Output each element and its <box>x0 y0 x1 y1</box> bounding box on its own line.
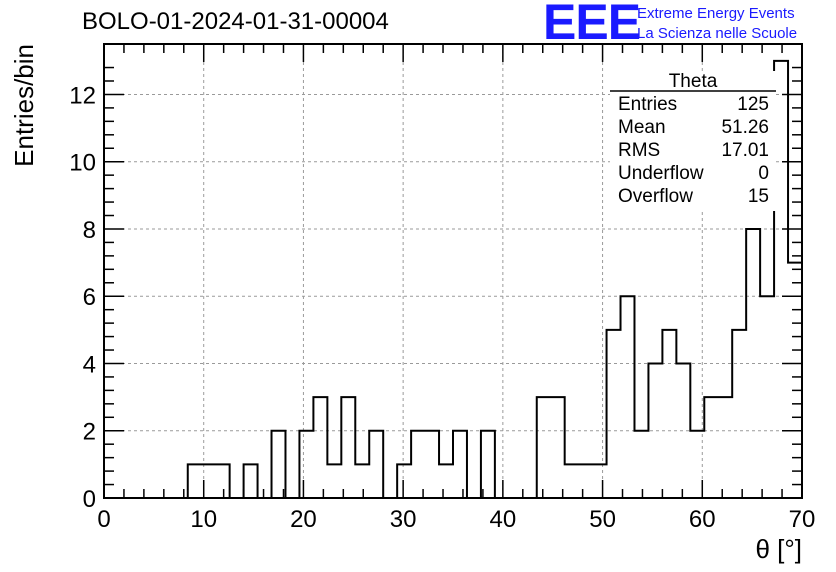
histogram-bin <box>299 431 313 498</box>
logo-line-1: Extreme Energy Events <box>637 5 795 22</box>
stats-label: Overflow <box>618 186 693 207</box>
histogram-bin <box>537 397 551 498</box>
histogram-bin <box>704 397 718 498</box>
histogram-bin <box>634 431 648 498</box>
x-tick-label: 60 <box>689 506 716 533</box>
stats-value: 0 <box>758 163 769 184</box>
histogram-bin <box>718 397 732 498</box>
histogram-bin <box>439 464 453 498</box>
y-tick-label: 6 <box>83 284 96 311</box>
y-axis-label: Entries/bin <box>9 44 39 167</box>
logo-line-2: La Scienza nelle Scuole <box>637 25 798 42</box>
histogram-bin <box>188 464 202 498</box>
histogram-bin <box>774 61 788 498</box>
histogram-bin <box>411 431 425 498</box>
run-title: BOLO-01-2024-01-31-00004 <box>82 8 389 35</box>
histogram-bin <box>607 330 621 498</box>
stats-value: 51.26 <box>721 117 769 138</box>
histogram-bin <box>397 464 411 498</box>
histogram-bin <box>481 431 495 498</box>
histogram-bin <box>369 431 383 498</box>
stats-box-bg <box>610 71 776 211</box>
stats-title: Theta <box>669 71 718 92</box>
eee-logo: EEE <box>543 0 641 50</box>
stats-value: 17.01 <box>721 140 769 161</box>
stats-label: Entries <box>618 94 677 115</box>
x-tick-label: 30 <box>390 506 417 533</box>
x-tick-label: 40 <box>490 506 517 533</box>
x-tick-label: 10 <box>190 506 217 533</box>
stats-label: Underflow <box>618 163 704 184</box>
stats-value: 15 <box>748 186 769 207</box>
histogram-bin <box>565 464 579 498</box>
tick-labels: 0 10 20 30 40 50 60 70 0 2 4 6 8 10 12 <box>69 82 815 533</box>
histogram-bin <box>327 464 341 498</box>
y-tick-label: 0 <box>83 486 96 513</box>
y-tick-label: 4 <box>83 351 96 378</box>
y-tick-label: 10 <box>69 150 96 177</box>
histogram-bin <box>788 263 802 498</box>
histogram-bin <box>593 464 607 498</box>
histogram-bin <box>453 431 467 498</box>
x-tick-label: 70 <box>789 506 816 533</box>
histogram-bin <box>579 464 593 498</box>
histogram-bin <box>355 464 369 498</box>
x-axis-label: θ [°] <box>755 534 802 564</box>
histogram-series <box>104 59 803 499</box>
x-tick-label: 50 <box>589 506 616 533</box>
axis-ticks <box>103 44 803 499</box>
stats-value: 125 <box>737 94 769 115</box>
stats-label: RMS <box>618 140 660 161</box>
histogram-bin <box>662 330 676 498</box>
y-tick-label: 8 <box>83 217 96 244</box>
histogram-bin <box>760 296 774 498</box>
histogram-bin <box>732 330 746 498</box>
histogram-bin <box>425 431 439 498</box>
histogram-bin <box>551 397 565 498</box>
x-tick-label: 0 <box>97 506 110 533</box>
logo-caption: Extreme Energy Events La Scienza nelle S… <box>637 4 797 44</box>
histogram-bin <box>621 296 635 498</box>
histogram-bin <box>244 464 258 498</box>
y-tick-label: 2 <box>83 419 96 446</box>
plot-frame <box>103 43 803 499</box>
x-tick-label: 20 <box>290 506 317 533</box>
y-tick-label: 12 <box>69 82 96 109</box>
stats-label: Mean <box>618 117 666 138</box>
histogram-bin <box>216 464 230 498</box>
histogram-bin <box>272 431 286 498</box>
histogram-bin <box>341 397 355 498</box>
histogram-bin <box>313 397 327 498</box>
